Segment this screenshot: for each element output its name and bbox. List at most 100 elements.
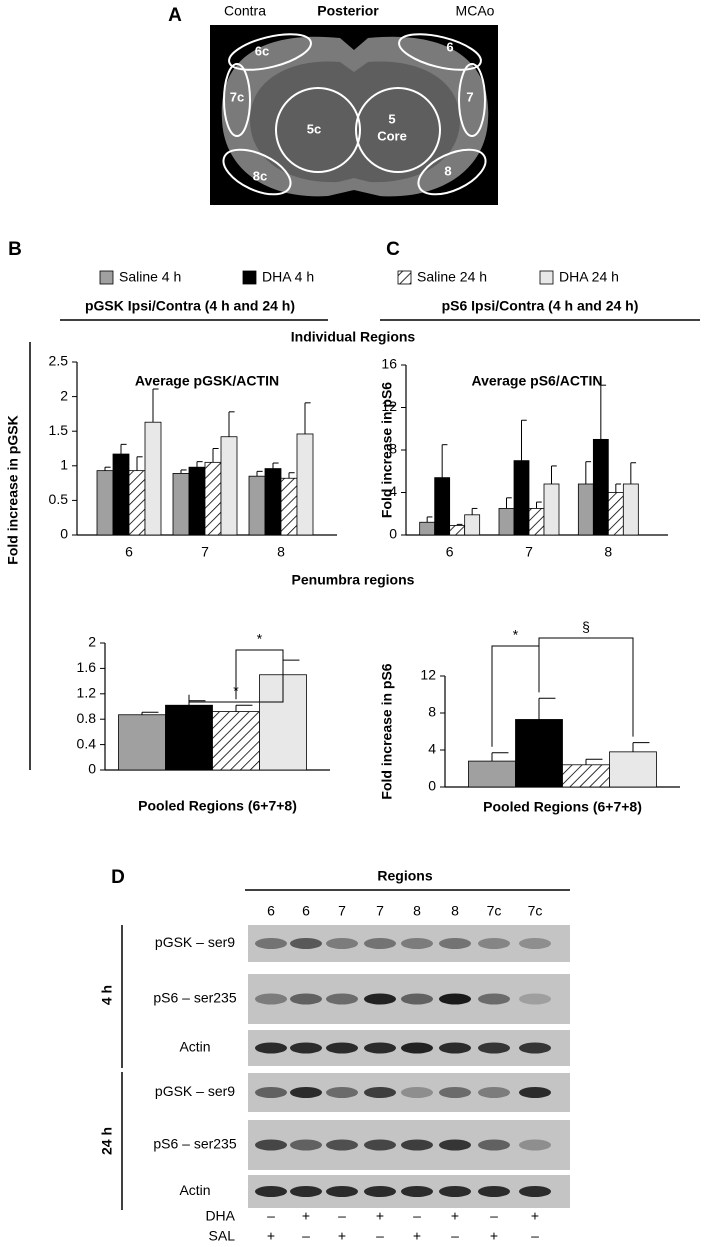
region-label: 7c [230, 89, 244, 104]
group-label: 24 h [99, 1127, 115, 1155]
row-label: Actin [179, 1039, 210, 1055]
bar [118, 714, 166, 771]
blot-band [439, 993, 471, 1005]
treatment-mark: – [490, 1208, 498, 1224]
y-axis-label: Fold increase in pS6 [379, 382, 395, 518]
significance-label: * [257, 631, 263, 647]
error-bar [632, 742, 650, 752]
error-bar [441, 444, 448, 478]
y-tick-label: 1 [60, 457, 68, 473]
blot-band [519, 938, 551, 949]
bar [165, 704, 213, 771]
x-tick-label: 8 [277, 544, 285, 560]
lane-label: 7 [376, 903, 384, 919]
blot-band [364, 1186, 396, 1197]
bar [96, 470, 114, 536]
treatment-mark: + [338, 1228, 346, 1244]
y-tick-label: 0.8 [77, 710, 97, 726]
blot-band [401, 1042, 433, 1054]
y-tick-label: 1.2 [77, 685, 97, 701]
blot-strip [248, 974, 570, 1024]
blot-band [439, 1042, 471, 1054]
blot-band [326, 1042, 358, 1054]
y-tick-label: 1.5 [49, 422, 69, 438]
region-label: 8c [253, 168, 267, 183]
blot-band [478, 938, 510, 949]
row-label: pS6 – ser235 [153, 990, 236, 1006]
x-axis-label: Pooled Regions (6+7+8) [138, 798, 297, 814]
y-tick-label: 0 [88, 761, 96, 777]
blot-band [326, 938, 358, 949]
region-label: 8 [444, 163, 451, 178]
row-label: pS6 – ser235 [153, 1136, 236, 1152]
blot-band [364, 1042, 396, 1054]
blot-band [519, 1186, 551, 1197]
blot-band [439, 1186, 471, 1197]
panel-header: pGSK Ipsi/Contra (4 h and 24 h) [85, 298, 295, 314]
bar [577, 483, 594, 536]
section-label: Posterior [317, 3, 379, 19]
bar [204, 461, 222, 536]
chart-title: Average pS6/ACTIN [472, 373, 603, 389]
bar [296, 433, 314, 536]
bar [112, 453, 130, 536]
y-axis-label: Fold increase in pS6 [379, 663, 395, 799]
blot-band [290, 1087, 322, 1098]
row-label: pGSK – ser9 [155, 934, 235, 950]
lane-label: 8 [451, 903, 459, 919]
error-bar [136, 456, 143, 471]
error-bar [538, 697, 556, 720]
y-tick-label: 0 [389, 526, 397, 542]
region-label: Core [377, 128, 407, 143]
blot-band [401, 938, 433, 949]
bar [592, 438, 609, 536]
error-bar [471, 507, 478, 515]
treatment-mark: + [267, 1228, 275, 1244]
significance-label: * [513, 627, 519, 643]
error-bar [536, 501, 542, 509]
error-bar [304, 402, 311, 434]
group-label: 4 h [99, 985, 115, 1005]
brain-image: 6c 6 7c 7 5c 5 Core 8c 8 [210, 25, 498, 205]
lane-label: 6 [267, 903, 275, 919]
error-bar [120, 443, 127, 455]
y-tick-label: 12 [420, 667, 436, 683]
treatment-mark: + [451, 1208, 459, 1224]
error-bar [228, 411, 235, 437]
bar [220, 436, 238, 536]
treatment-label: DHA [205, 1208, 235, 1224]
error-bar [585, 461, 592, 484]
treatment-mark: – [413, 1208, 421, 1224]
blot-band [255, 1087, 287, 1098]
bar [562, 764, 610, 788]
bar [280, 477, 298, 536]
bar [188, 466, 206, 536]
error-bar [152, 388, 159, 423]
bar [128, 470, 146, 536]
lane-label: 7c [487, 903, 502, 919]
treatment-mark: – [302, 1228, 310, 1244]
treatment-mark: – [267, 1208, 275, 1224]
blot-band [478, 1139, 510, 1151]
treatment-mark: + [531, 1208, 539, 1224]
bar [464, 514, 481, 536]
treatment-mark: + [413, 1228, 421, 1244]
blot-band [364, 938, 396, 949]
error-bar [506, 497, 512, 509]
blot-strip [248, 925, 570, 962]
legend-swatch [99, 270, 114, 285]
region-label: 5 [388, 111, 395, 126]
section-title: Penumbra regions [292, 572, 415, 588]
error-bar [426, 516, 433, 523]
x-tick-label: 6 [125, 544, 133, 560]
error-bar [600, 384, 607, 440]
treatment-mark: – [531, 1228, 539, 1244]
region-label: 7 [466, 89, 473, 104]
error-bar [141, 711, 159, 715]
treatment-mark: + [490, 1228, 498, 1244]
blot-strip [248, 1175, 570, 1208]
legend-label: Saline 24 h [417, 269, 487, 285]
blot-band [255, 1139, 287, 1151]
